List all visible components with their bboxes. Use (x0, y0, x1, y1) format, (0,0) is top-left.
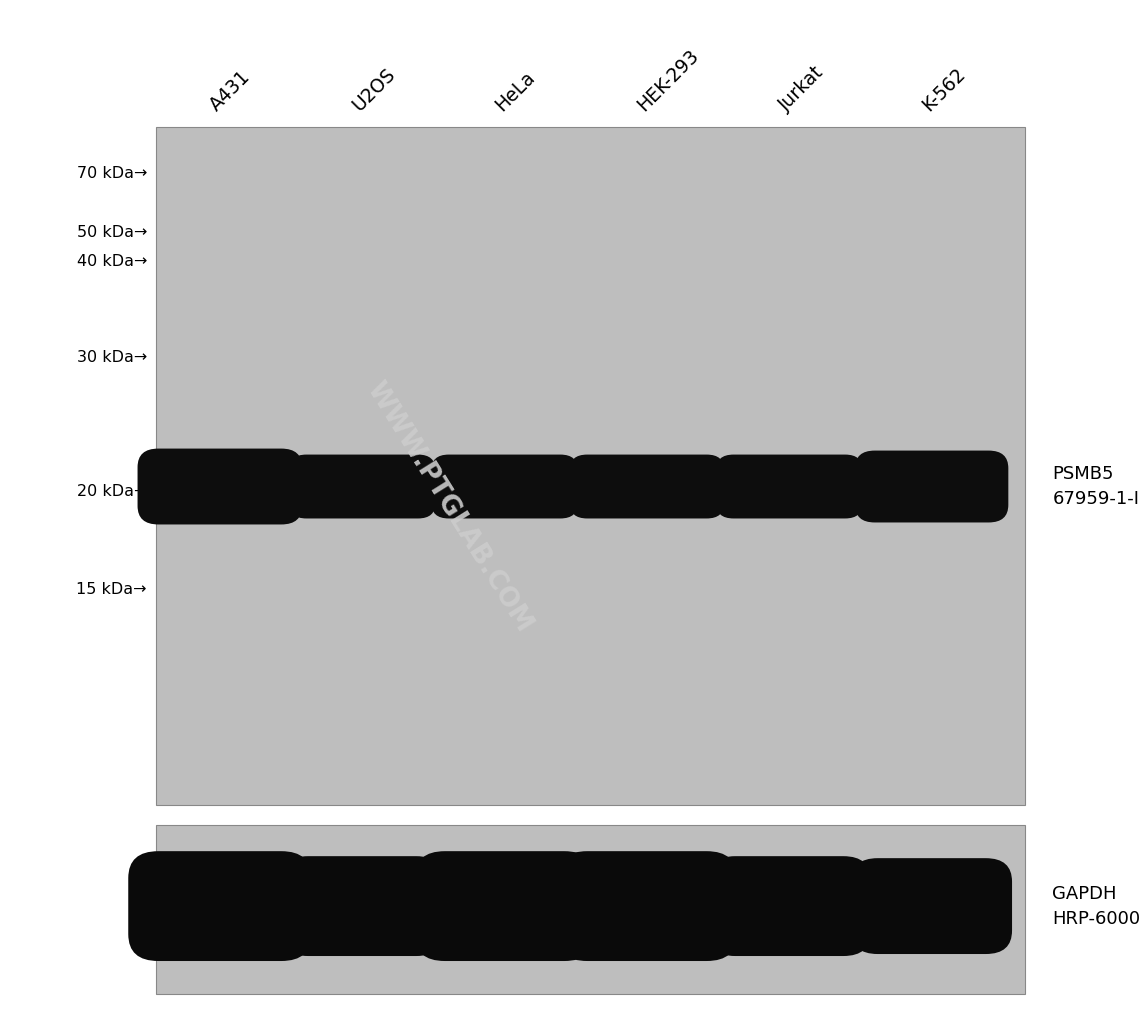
FancyBboxPatch shape (570, 454, 724, 519)
Text: WWW.PTGLAB.COM: WWW.PTGLAB.COM (361, 377, 536, 637)
FancyBboxPatch shape (855, 450, 1008, 523)
FancyBboxPatch shape (289, 454, 435, 519)
FancyBboxPatch shape (129, 851, 311, 961)
FancyBboxPatch shape (156, 825, 1025, 994)
FancyBboxPatch shape (432, 454, 577, 519)
Text: Jurkat: Jurkat (776, 63, 828, 115)
Text: HeLa: HeLa (491, 68, 539, 115)
FancyBboxPatch shape (281, 856, 444, 956)
Text: HEK-293: HEK-293 (633, 46, 703, 115)
FancyBboxPatch shape (851, 858, 1013, 954)
FancyBboxPatch shape (156, 127, 1025, 805)
Text: PSMB5
67959-1-Ig: PSMB5 67959-1-Ig (1052, 465, 1139, 508)
Text: K-562: K-562 (918, 64, 969, 115)
Text: GAPDH
HRP-60004: GAPDH HRP-60004 (1052, 884, 1139, 927)
Text: U2OS: U2OS (349, 65, 399, 115)
Text: 40 kDa→: 40 kDa→ (76, 254, 147, 269)
FancyBboxPatch shape (138, 448, 302, 525)
FancyBboxPatch shape (716, 454, 862, 519)
Text: 70 kDa→: 70 kDa→ (76, 166, 147, 181)
Text: A431: A431 (206, 67, 254, 115)
Text: 50 kDa→: 50 kDa→ (76, 225, 147, 239)
Text: 30 kDa→: 30 kDa→ (76, 351, 147, 365)
FancyBboxPatch shape (415, 851, 595, 961)
Text: 20 kDa→: 20 kDa→ (76, 484, 147, 499)
Text: 15 kDa→: 15 kDa→ (76, 582, 147, 597)
FancyBboxPatch shape (707, 856, 870, 956)
FancyBboxPatch shape (557, 851, 737, 961)
